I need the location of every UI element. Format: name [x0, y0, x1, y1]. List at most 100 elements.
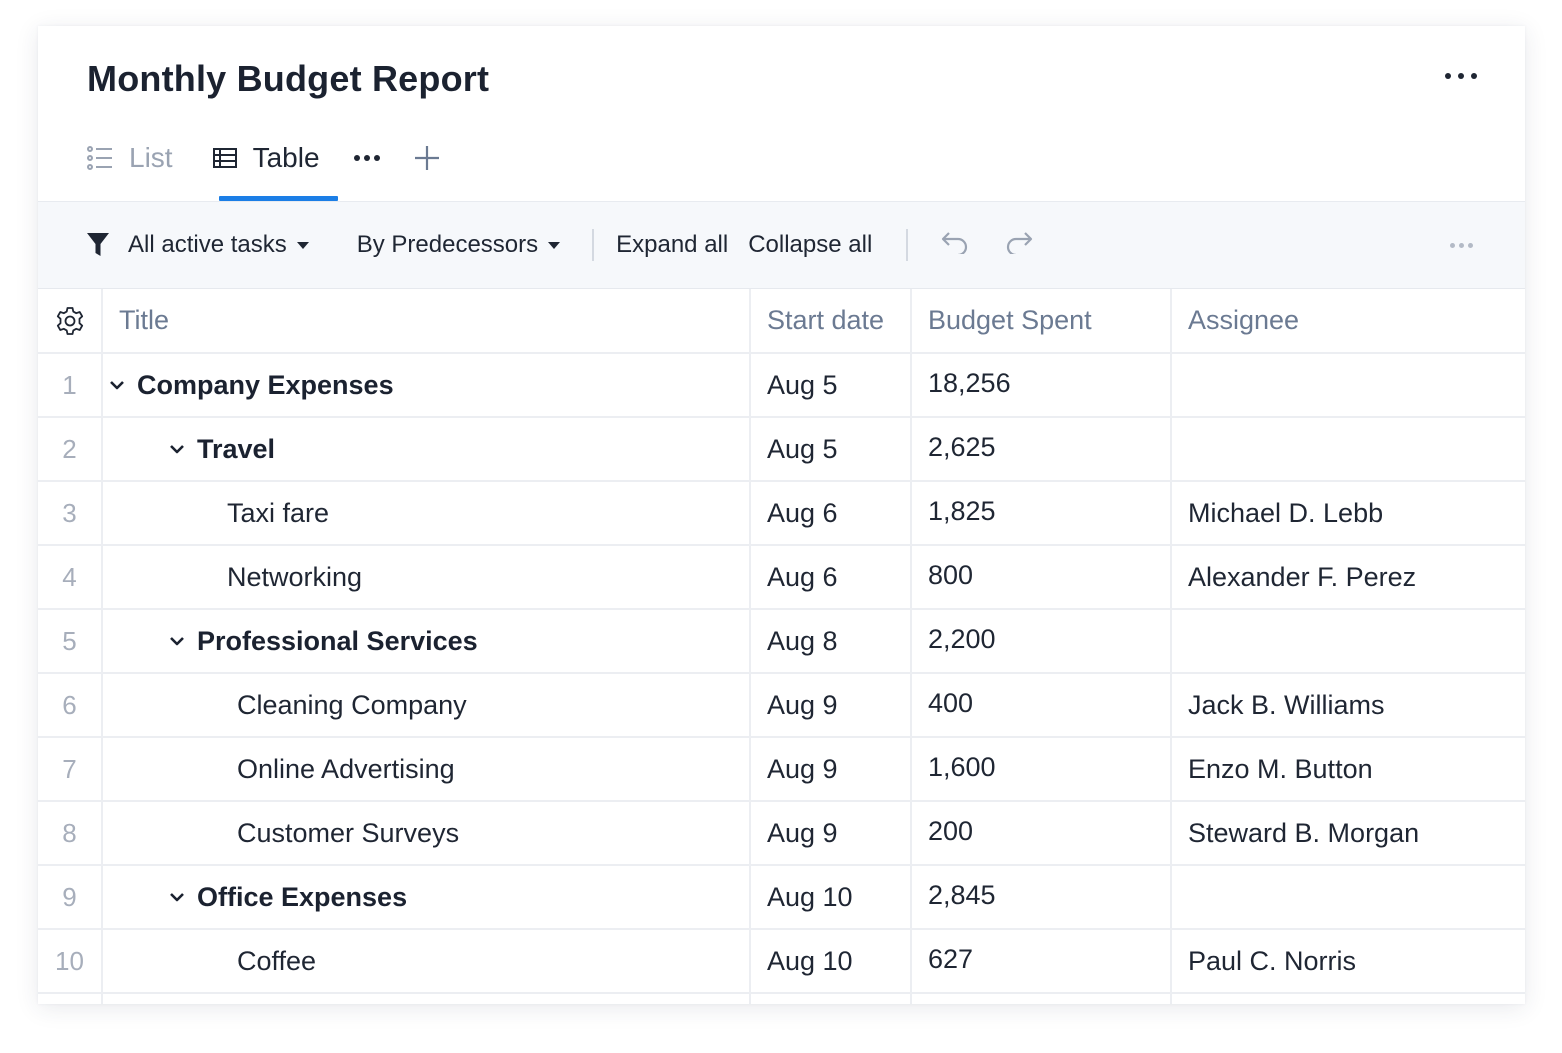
title-cell[interactable]: Networking: [102, 545, 751, 610]
start-date-cell[interactable]: Aug 9: [750, 801, 912, 866]
task-title: Office Expenses: [197, 881, 408, 912]
collapse-all-button[interactable]: Collapse all: [748, 231, 872, 259]
assignee-cell[interactable]: Paul C. Norris: [1171, 929, 1525, 994]
chevron-down-icon[interactable]: [109, 379, 137, 391]
table-row[interactable]: 4 Networking Aug 6 800 Alexander F. Perez: [38, 545, 1525, 610]
title-cell-content: Cleaning Company: [103, 689, 748, 721]
task-title: Cleaning Company: [237, 689, 467, 720]
filter-icon: [86, 232, 110, 258]
column-header-start-date[interactable]: Start date: [750, 289, 912, 354]
tab-table-label: Table: [252, 142, 320, 173]
start-date-cell[interactable]: Aug 9: [750, 737, 912, 802]
tab-list-label: List: [129, 142, 173, 173]
sort-label: By Predecessors: [356, 231, 539, 258]
budget-spent-cell[interactable]: 18,256: [911, 353, 1172, 418]
task-title: Coffee: [237, 945, 317, 976]
column-header-assignee[interactable]: Assignee: [1171, 289, 1525, 354]
row-number: 9: [38, 865, 103, 930]
active-tab-indicator: [219, 196, 338, 201]
table-row[interactable]: 3 Taxi fare Aug 6 1,825 Michael D. Lebb: [38, 481, 1525, 546]
collapse-all-label: Collapse all: [748, 231, 873, 258]
redo-icon: [1004, 230, 1034, 261]
title-cell[interactable]: Online Advertising: [102, 737, 751, 802]
title-cell[interactable]: Customer Surveys: [102, 801, 751, 866]
budget-spent-cell[interactable]: 1,825: [911, 481, 1172, 546]
title-cell-content: Taxi fare: [103, 498, 748, 529]
budget-spent-cell[interactable]: 2,200: [911, 609, 1172, 674]
undo-icon: [940, 230, 970, 261]
budget-spent-cell[interactable]: 2,625: [911, 417, 1172, 482]
start-date-cell[interactable]: Aug 10: [750, 929, 912, 994]
assignee-cell[interactable]: [1171, 609, 1525, 674]
table-row[interactable]: 8 Customer Surveys Aug 9 200 Steward B. Morg…: [38, 801, 1525, 866]
redo-button[interactable]: [1004, 230, 1034, 261]
budget-spent-cell[interactable]: 800: [911, 545, 1172, 610]
expand-all-button[interactable]: Expand all: [616, 231, 728, 259]
assignee-cell[interactable]: Jack B. Williams: [1171, 673, 1525, 738]
table-row[interactable]: 7 Online Advertising Aug 9 1,600 Enzo M. But…: [38, 737, 1525, 802]
budget-spent-cell[interactable]: 400: [911, 673, 1172, 738]
chevron-down-icon[interactable]: [169, 891, 197, 903]
assignee-cell[interactable]: [1171, 865, 1525, 930]
title-cell-content: Company Expenses: [103, 370, 748, 401]
assignee-cell[interactable]: Steward B. Morgan: [1171, 801, 1525, 866]
column-settings-button[interactable]: [38, 289, 103, 354]
more-options-icon[interactable]: [1445, 66, 1477, 86]
toolbar-more-icon[interactable]: [1450, 243, 1473, 248]
row-number: 5: [38, 609, 103, 674]
assignee-cell[interactable]: Michael D. Lebb: [1171, 481, 1525, 546]
gear-icon: [55, 305, 85, 336]
budget-spent-cell[interactable]: 200: [911, 801, 1172, 866]
title-cell-content: Online Advertising: [103, 753, 748, 785]
undo-button[interactable]: [940, 230, 970, 261]
table-row[interactable]: 6 Cleaning Company Aug 9 400 Jack B. William…: [38, 673, 1525, 738]
empty-cell: [750, 993, 912, 1004]
chevron-down-icon[interactable]: [169, 635, 197, 647]
page-title: Monthly Budget Report: [87, 58, 490, 99]
tab-table[interactable]: Table: [212, 134, 320, 182]
add-view-icon[interactable]: [414, 134, 440, 182]
title-cell[interactable]: Office Expenses: [102, 865, 751, 930]
assignee-cell[interactable]: Enzo M. Button: [1171, 737, 1525, 802]
start-date-cell[interactable]: Aug 6: [750, 481, 912, 546]
budget-spent-cell[interactable]: 1,600: [911, 737, 1172, 802]
row-number: 10: [38, 929, 103, 994]
start-date-cell[interactable]: Aug 9: [750, 673, 912, 738]
title-cell-content: Customer Surveys: [103, 818, 748, 849]
start-date-cell[interactable]: Aug 5: [750, 353, 912, 418]
column-header-budget-spent[interactable]: Budget Spent: [911, 289, 1172, 354]
caret-down-icon: [296, 241, 309, 249]
sort-dropdown[interactable]: By Predecessors: [356, 231, 561, 259]
title-cell[interactable]: Coffee: [102, 929, 751, 994]
title-cell[interactable]: Company Expenses: [102, 353, 751, 418]
table-row[interactable]: 10 Coffee Aug 10 627 Paul C. Norris: [38, 929, 1525, 994]
row-number: 4: [38, 545, 103, 610]
table-row[interactable]: 5 Professional Services Aug 8 2,200: [38, 609, 1525, 674]
table-row[interactable]: 1 Company Expenses Aug 5 18,256: [38, 353, 1525, 418]
title-cell-content: Travel: [103, 434, 748, 465]
start-date-cell[interactable]: Aug 5: [750, 417, 912, 482]
start-date-cell[interactable]: Aug 10: [750, 865, 912, 930]
tab-list[interactable]: List: [87, 134, 173, 182]
chevron-down-icon[interactable]: [169, 443, 197, 455]
budget-spent-cell[interactable]: 627: [911, 929, 1172, 994]
assignee-cell[interactable]: Alexander F. Perez: [1171, 545, 1525, 610]
view-tabs: List Table: [87, 134, 440, 201]
start-date-cell[interactable]: Aug 8: [750, 609, 912, 674]
task-title: Online Advertising: [237, 753, 455, 784]
title-cell[interactable]: Travel: [102, 417, 751, 482]
assignee-cell[interactable]: [1171, 353, 1525, 418]
title-cell[interactable]: Professional Services: [102, 609, 751, 674]
table-row[interactable]: 9 Office Expenses Aug 10 2,845: [38, 865, 1525, 930]
caret-down-icon: [548, 241, 561, 249]
table-row-partial: [38, 993, 1525, 1004]
filter-dropdown[interactable]: All active tasks: [86, 231, 309, 259]
column-header-title[interactable]: Title: [102, 289, 751, 354]
start-date-cell[interactable]: Aug 6: [750, 545, 912, 610]
title-cell[interactable]: Cleaning Company: [102, 673, 751, 738]
title-cell[interactable]: Taxi fare: [102, 481, 751, 546]
table-row[interactable]: 2 Travel Aug 5 2,625: [38, 417, 1525, 482]
tabs-more-icon[interactable]: [353, 134, 380, 182]
assignee-cell[interactable]: [1171, 417, 1525, 482]
budget-spent-cell[interactable]: 2,845: [911, 865, 1172, 930]
